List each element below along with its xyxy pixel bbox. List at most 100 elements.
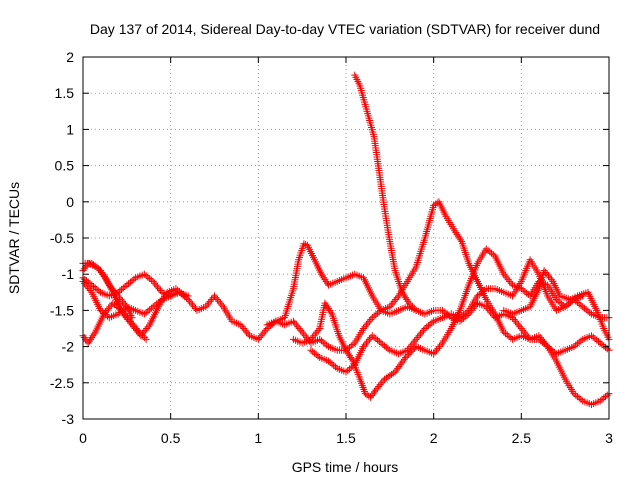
data-point-track-h xyxy=(558,300,566,308)
data-point-track-h xyxy=(326,306,334,314)
data-point-track-f xyxy=(600,394,608,402)
x-tick-label: 0.5 xyxy=(161,430,181,446)
y-tick-label: 0.5 xyxy=(55,158,75,174)
data-point-track-h xyxy=(554,297,562,305)
data-point-track-b xyxy=(147,276,155,284)
data-point-track-h xyxy=(395,363,403,371)
data-point-track-i xyxy=(409,339,417,347)
y-tick-label: -2.5 xyxy=(50,375,74,391)
data-point-track-h xyxy=(343,348,351,356)
data-point-track-a xyxy=(146,306,154,314)
data-point-track-b xyxy=(146,275,154,283)
data-point-track-i xyxy=(586,309,594,317)
data-point-track-i xyxy=(563,301,571,309)
data-point-track-i xyxy=(370,333,378,341)
data-point-track-i xyxy=(374,336,382,344)
data-point-track-b xyxy=(149,277,157,285)
data-point-track-a xyxy=(243,328,251,336)
data-point-track-i xyxy=(331,363,339,371)
data-point-track-j xyxy=(547,276,555,284)
data-point-track-a xyxy=(189,301,197,309)
x-tick-label: 1.5 xyxy=(336,430,356,446)
data-point-track-h xyxy=(373,384,381,392)
data-point-track-a xyxy=(321,340,329,348)
data-point-track-c xyxy=(181,292,189,300)
y-tick-label: -3 xyxy=(62,411,75,427)
data-point-track-i xyxy=(384,345,392,353)
data-point-track-b xyxy=(140,270,148,278)
data-point-track-a xyxy=(601,343,609,351)
data-point-track-f xyxy=(505,332,513,340)
data-point-track-h xyxy=(396,361,404,369)
data-point-track-h xyxy=(503,274,511,282)
y-tick-label: -0.5 xyxy=(50,230,74,246)
data-point-track-f xyxy=(392,296,400,304)
data-point-track-i xyxy=(368,332,376,340)
x-tick-label: 1 xyxy=(254,430,262,446)
data-point-track-i xyxy=(459,311,467,319)
data-point-track-i xyxy=(364,337,372,345)
data-point-track-a xyxy=(153,300,161,308)
data-point-track-a xyxy=(370,312,378,320)
data-point-track-f xyxy=(300,240,308,248)
data-point-track-a xyxy=(301,332,309,340)
x-tick-label: 2.5 xyxy=(512,430,532,446)
data-point-track-a xyxy=(212,294,220,302)
data-point-track-a xyxy=(346,343,354,351)
data-point-track-g xyxy=(403,296,411,304)
data-point-track-a xyxy=(375,308,383,316)
data-point-track-f xyxy=(535,332,543,340)
data-point-track-d xyxy=(103,306,111,314)
data-point-track-i xyxy=(418,328,426,336)
data-point-track-j xyxy=(545,272,553,280)
data-point-track-f xyxy=(386,303,394,311)
data-point-track-f xyxy=(320,274,328,282)
data-point-track-d xyxy=(131,323,139,331)
data-point-track-d xyxy=(80,334,88,342)
data-point-track-c xyxy=(179,290,187,298)
data-point-track-h xyxy=(402,353,410,361)
data-point-track-f xyxy=(452,229,460,237)
data-point-track-a xyxy=(364,319,372,327)
data-point-track-d xyxy=(134,326,142,334)
data-point-track-b xyxy=(84,278,92,286)
data-point-track-h xyxy=(381,375,389,383)
data-point-track-h xyxy=(363,391,371,399)
data-point-track-b xyxy=(95,287,103,295)
data-point-track-f xyxy=(393,294,401,302)
data-point-track-a xyxy=(289,317,297,325)
data-point-track-h xyxy=(388,370,396,378)
data-point-track-c xyxy=(175,288,183,296)
data-point-track-b xyxy=(155,285,163,293)
data-point-track-a xyxy=(300,330,308,338)
data-point-track-h xyxy=(342,346,350,354)
data-point-track-i xyxy=(405,344,413,352)
data-point-track-a xyxy=(187,299,195,307)
data-point-track-b xyxy=(125,280,133,288)
data-point-track-h xyxy=(552,296,560,304)
data-point-track-g xyxy=(412,306,420,314)
data-point-track-i xyxy=(324,357,332,365)
data-point-track-d xyxy=(142,335,150,343)
data-point-track-a xyxy=(510,315,518,323)
data-point-track-d xyxy=(88,334,96,342)
data-point-track-i xyxy=(379,340,387,348)
data-point-track-f xyxy=(390,297,398,305)
data-point-track-d xyxy=(112,302,120,310)
data-point-track-i xyxy=(412,335,420,343)
data-point-track-h xyxy=(398,359,406,367)
data-point-track-i xyxy=(377,339,385,347)
data-point-track-a xyxy=(206,297,214,305)
data-point-track-a xyxy=(147,304,155,312)
data-point-track-b xyxy=(128,277,136,285)
data-point-track-e xyxy=(105,281,113,289)
data-point-track-d xyxy=(118,306,126,314)
data-point-track-h xyxy=(379,377,387,385)
data-point-track-d xyxy=(137,330,145,338)
data-point-track-h xyxy=(405,350,413,358)
data-point-track-a xyxy=(362,321,370,329)
data-point-track-e xyxy=(93,264,101,272)
data-point-track-d xyxy=(90,330,98,338)
data-point-track-b xyxy=(144,273,152,281)
data-point-track-f xyxy=(322,277,330,285)
